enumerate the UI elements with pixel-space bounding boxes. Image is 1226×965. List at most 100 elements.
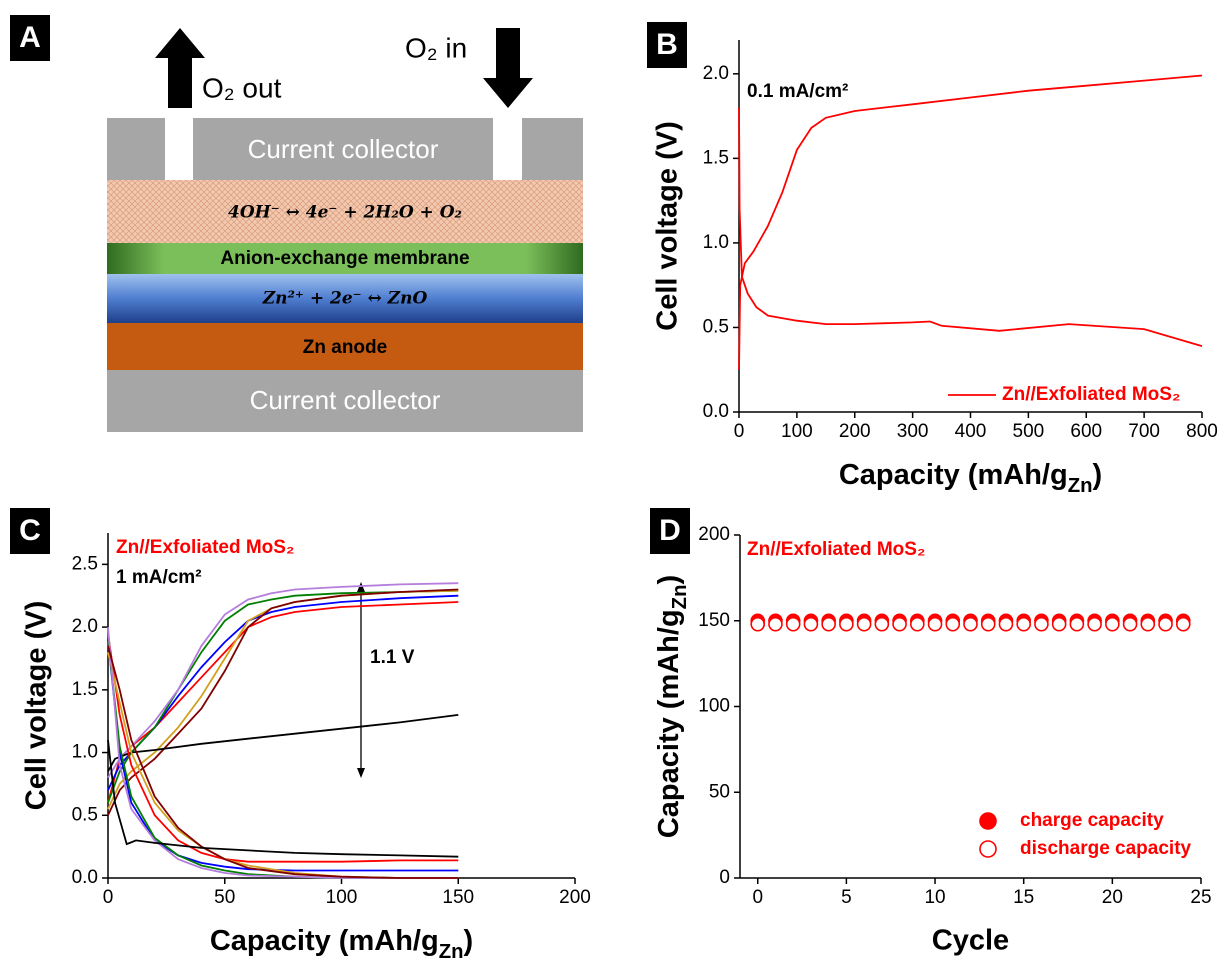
anode-label: Zn anode	[303, 337, 387, 358]
data-point	[964, 618, 977, 631]
panel-label: C	[19, 514, 41, 547]
x-tick-label: 700	[1128, 421, 1160, 442]
x-tick-label: 200	[559, 887, 591, 908]
data-point	[1106, 618, 1119, 631]
data-point	[929, 618, 942, 631]
x-tick-label: 10	[924, 887, 945, 908]
data-point	[893, 618, 906, 631]
data-point	[751, 618, 764, 631]
data-line	[108, 715, 458, 772]
y-axis-title: Cell voltage (V)	[652, 121, 684, 331]
x-tick-label: 600	[1070, 421, 1102, 442]
x-axis-title: Capacity (mAh/gZn)	[839, 459, 1102, 498]
x-tick-label: 800	[1186, 421, 1218, 442]
label-part: Capacity (mAh/g	[653, 609, 685, 838]
legend-label: charge capacity	[1020, 810, 1164, 831]
y-tick-label: 1.0	[72, 742, 98, 763]
legend-marker	[980, 841, 996, 857]
label-part: Capacity (mAh/g	[839, 459, 1068, 491]
data-line	[739, 76, 1202, 370]
data-line	[108, 591, 458, 809]
collector-part	[522, 118, 583, 180]
data-point	[858, 618, 871, 631]
x-tick-label: 5	[841, 887, 852, 908]
y-tick-label: 0.5	[72, 804, 98, 825]
data-point	[1159, 618, 1172, 631]
data-line	[108, 640, 458, 871]
data-point	[875, 618, 888, 631]
x-tick-label: 50	[214, 887, 235, 908]
data-point	[822, 618, 835, 631]
data-point	[804, 618, 817, 631]
o2-out-label: O₂ out	[202, 72, 282, 103]
data-point	[946, 618, 959, 631]
data-line	[739, 108, 1202, 347]
x-tick-label: 200	[839, 421, 871, 442]
y-tick-label: 1.5	[703, 147, 729, 168]
x-tick-label: 15	[1013, 887, 1034, 908]
voltage-gap-arrow	[357, 582, 365, 778]
collector-top-label: Current collector	[248, 134, 439, 164]
data-line	[108, 740, 458, 857]
collector-part	[107, 118, 165, 180]
arrow-in	[483, 28, 533, 108]
y-tick-label: 0	[719, 867, 730, 888]
o2-in-label: O₂ in	[405, 32, 467, 63]
legend-label: discharge capacity	[1020, 838, 1192, 859]
figure: A B C D O₂ out O₂ in Current collector 4…	[0, 0, 1226, 960]
y-tick-label: 100	[698, 696, 730, 717]
y-tick-label: 2.0	[72, 616, 98, 637]
label-part: Zn	[1068, 475, 1093, 497]
x-axis-title: Capacity (mAh/gZn)	[210, 925, 473, 960]
annotation: 1 mA/cm²	[116, 567, 202, 588]
y-tick-label: 0.0	[72, 867, 98, 888]
data-point	[1070, 618, 1083, 631]
data-point	[999, 618, 1012, 631]
y-axis-title: Cell voltage (V)	[21, 601, 53, 811]
x-tick-label: 100	[326, 887, 358, 908]
x-tick-label: 0	[752, 887, 763, 908]
label-part: Capacity (mAh/g	[210, 925, 439, 957]
annotation: Zn//Exfoliated MoS₂	[116, 537, 294, 558]
legend-marker	[980, 813, 996, 829]
x-tick-label: 0	[103, 887, 114, 908]
collector-bottom-label: Current collector	[250, 385, 441, 415]
panel-label: D	[659, 514, 681, 547]
y-tick-label: 50	[709, 781, 730, 802]
data-point	[1017, 618, 1030, 631]
x-tick-label: 0	[734, 421, 745, 442]
panel-label: B	[656, 28, 678, 61]
annotation: 1.1 V	[370, 647, 415, 668]
data-line	[108, 596, 458, 791]
label-part: )	[463, 925, 473, 957]
data-point	[1053, 618, 1066, 631]
y-tick-label: 0.5	[703, 316, 729, 337]
label-part: Zn	[439, 941, 464, 960]
x-tick-label: 150	[442, 887, 474, 908]
annotation: Zn//Exfoliated MoS₂	[747, 539, 925, 560]
data-point	[1177, 618, 1190, 631]
arrow-out	[155, 28, 205, 108]
data-point	[1035, 618, 1048, 631]
y-axis-title: Capacity (mAh/gZn)	[653, 575, 692, 838]
x-tick-label: 400	[955, 421, 987, 442]
data-line	[108, 640, 458, 878]
cell-diagram: O₂ out O₂ in Current collector 4OH⁻ ↔ 4e…	[107, 28, 583, 432]
data-point	[840, 618, 853, 631]
data-line	[108, 591, 458, 803]
panel-label: A	[19, 21, 41, 54]
membrane-label: Anion-exchange membrane	[220, 248, 469, 269]
data-point	[787, 618, 800, 631]
data-point	[1088, 618, 1101, 631]
legend-label: Zn//Exfoliated MoS₂	[1002, 384, 1180, 405]
annotation: 0.1 mA/cm²	[747, 81, 848, 102]
label-part: Zn	[669, 585, 691, 610]
data-point	[982, 618, 995, 631]
y-tick-label: 1.0	[703, 232, 729, 253]
data-line	[108, 602, 458, 803]
data-point	[911, 618, 924, 631]
x-tick-label: 20	[1102, 887, 1123, 908]
data-point	[1141, 618, 1154, 631]
data-point	[769, 618, 782, 631]
y-tick-label: 0.0	[703, 401, 729, 422]
